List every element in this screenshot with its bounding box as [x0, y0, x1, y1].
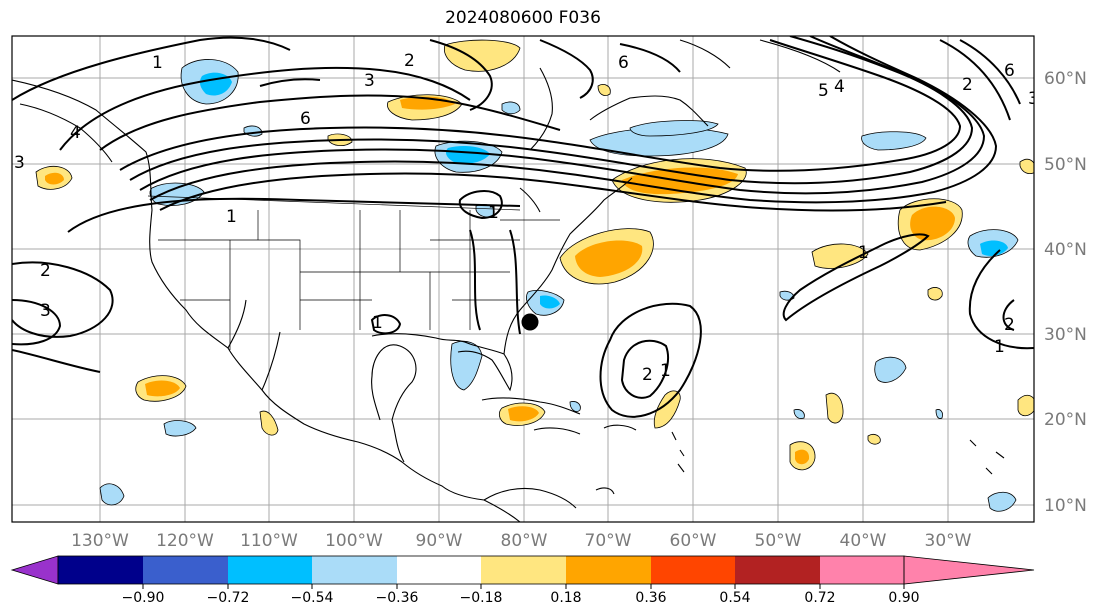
colorbar: −0.90 −0.72 −0.54 −0.36 −0.18 0.18 0.36 … — [10, 555, 1035, 606]
state-borders — [147, 195, 560, 350]
latitude-labels: 60°N 50°N 40°N 30°N 20°N 10°N — [1044, 69, 1087, 516]
colorbar-tick-label: −0.54 — [291, 590, 334, 606]
contour-label: 5 — [818, 81, 829, 101]
contour-label: 1 — [226, 207, 237, 227]
colorbar-tick-label: −0.90 — [122, 590, 165, 606]
contour-label: 1 — [858, 243, 869, 263]
lon-label: 110°W — [240, 531, 298, 551]
map-title: 2024080600 F036 — [445, 8, 601, 28]
colorbar-segment — [312, 556, 397, 584]
map-background — [12, 36, 1034, 522]
contour-label: 1 — [372, 313, 383, 333]
contour-label: 2 — [962, 75, 973, 95]
lat-label: 30°N — [1044, 325, 1087, 345]
lon-label: 90°W — [416, 531, 463, 551]
negative-anomaly-shading — [99, 59, 1019, 512]
colorbar-tick-label: 0.36 — [635, 590, 666, 606]
contour-label: 1 — [994, 337, 1005, 357]
contour-label: 1 — [488, 203, 499, 223]
lon-label: 80°W — [501, 531, 548, 551]
lat-label: 50°N — [1044, 155, 1087, 175]
graticule — [12, 36, 1034, 522]
colorbar-segment — [397, 556, 481, 584]
colorbar-segment — [143, 556, 228, 584]
colorbar-tick-label: 0.90 — [888, 590, 919, 606]
colorbar-segment — [735, 556, 820, 584]
colorbar-extend-high — [903, 555, 1035, 585]
lon-label: 120°W — [156, 531, 214, 551]
contour-label: 2 — [642, 365, 653, 385]
colorbar-tick-label: −0.36 — [376, 590, 419, 606]
longitude-labels: 130°W 120°W 110°W 100°W 90°W 80°W 70°W 6… — [71, 531, 972, 551]
contour-label: 2 — [40, 261, 51, 281]
colorbar-segment — [58, 556, 143, 584]
map-border — [11, 35, 1035, 523]
colorbar-segment — [651, 556, 735, 584]
colorbar-segment — [481, 556, 566, 584]
lon-label: 30°W — [925, 531, 972, 551]
contour-label: 3 — [40, 301, 51, 321]
storm-center-marker — [521, 313, 539, 331]
contour-label: 3 — [364, 71, 375, 91]
lon-label: 60°W — [670, 531, 717, 551]
colorbar-segment — [820, 556, 904, 584]
lon-label: 70°W — [585, 531, 632, 551]
contour-label: 2 — [1004, 315, 1015, 335]
lat-label: 60°N — [1044, 69, 1087, 89]
contour-label: 4 — [70, 123, 81, 143]
colorbar-segment — [228, 556, 312, 584]
lon-label: 50°W — [755, 531, 802, 551]
lon-label: 100°W — [325, 531, 383, 551]
contour-label: 6 — [300, 109, 311, 129]
colorbar-segment — [566, 556, 651, 584]
contour-label: 6 — [618, 53, 629, 73]
contour-label: 2 — [404, 51, 415, 71]
lat-label: 10°N — [1044, 496, 1087, 516]
contour-label: 4 — [834, 77, 845, 97]
contour-label: 3 — [1028, 89, 1039, 109]
colorbar-tick-label: 0.54 — [719, 590, 750, 606]
lat-label: 20°N — [1044, 410, 1087, 430]
contour-labels: 1 3 6 1 3 4 1 2 3 1 2 1 2 1 4 5 6 2 6 3 … — [14, 51, 1039, 385]
colorbar-tick-label: −0.72 — [207, 590, 250, 606]
colorbar-extend-low — [10, 555, 59, 585]
lon-label: 130°W — [71, 531, 129, 551]
colorbar-tick-label: 0.18 — [550, 590, 581, 606]
colorbar-tick-label: 0.72 — [804, 590, 835, 606]
contour-label: 6 — [1004, 61, 1015, 81]
contour-label: 1 — [660, 361, 671, 381]
lon-label: 40°W — [840, 531, 887, 551]
lat-label: 40°N — [1044, 240, 1087, 260]
contour-label: 1 — [152, 53, 163, 73]
colorbar-tick-label: −0.18 — [460, 590, 503, 606]
contour-lines — [12, 36, 1034, 418]
contour-label: 3 — [14, 153, 25, 173]
